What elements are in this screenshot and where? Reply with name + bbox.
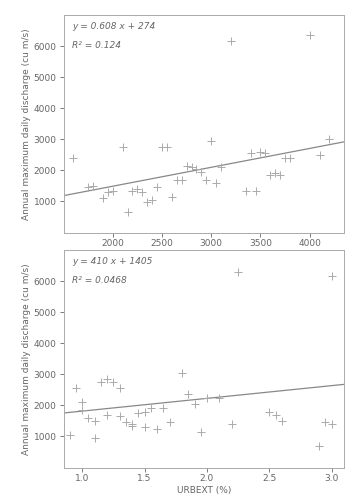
Point (98, 378, 104, 386)
Point (129, 422, 135, 430)
Point (90, 182, 96, 190)
Point (194, 165, 199, 173)
Point (117, 412, 122, 420)
Point (203, 176, 209, 184)
Point (79, 398, 85, 406)
Point (218, 163, 224, 171)
Point (204, 394, 210, 402)
Point (235, 268, 241, 276)
Point (287, 154, 293, 162)
Point (316, 442, 322, 450)
Point (248, 150, 253, 158)
Text: y = 410 x + 1405: y = 410 x + 1405 (72, 256, 152, 266)
Point (148, 404, 154, 412)
Point (125, 208, 130, 216)
Point (110, 186, 115, 194)
Point (129, 420, 135, 428)
Point (110, 378, 116, 386)
Point (217, 394, 222, 402)
Point (136, 409, 141, 417)
Point (117, 384, 122, 392)
Point (167, 418, 172, 426)
Point (105, 188, 111, 196)
Point (327, 136, 332, 143)
Point (120, 143, 125, 151)
Point (329, 420, 335, 428)
Point (208, 137, 214, 145)
Point (329, 272, 335, 280)
Point (198, 428, 204, 436)
Point (92, 417, 97, 425)
Y-axis label: Annual maximum daily discharge (cu m/s): Annual maximum daily discharge (cu m/s) (22, 263, 31, 454)
Point (273, 170, 278, 177)
Point (179, 368, 185, 376)
Point (142, 423, 148, 431)
Point (142, 408, 148, 416)
Text: R² = 0.0468: R² = 0.0468 (72, 276, 127, 285)
Point (228, 38, 234, 46)
Point (154, 184, 160, 192)
Point (159, 143, 165, 151)
Point (67, 431, 73, 439)
Point (174, 176, 180, 184)
Point (154, 424, 160, 432)
Point (253, 186, 258, 194)
Point (71, 154, 76, 162)
Point (86, 414, 91, 422)
Point (161, 404, 166, 412)
Point (273, 410, 279, 418)
Point (104, 410, 110, 418)
Point (189, 163, 195, 171)
Point (139, 188, 145, 196)
Point (279, 417, 285, 425)
Point (164, 143, 170, 151)
Point (79, 406, 85, 414)
Point (317, 151, 322, 159)
Point (85, 184, 91, 192)
Point (268, 171, 273, 179)
X-axis label: Annual precipitation (mm): Annual precipitation (mm) (144, 251, 263, 260)
Point (130, 186, 135, 194)
Point (184, 162, 190, 170)
Point (73, 384, 79, 392)
Text: y = 0.608 x + 274: y = 0.608 x + 274 (72, 22, 155, 30)
Point (243, 186, 249, 194)
Point (213, 179, 219, 187)
Point (144, 198, 150, 206)
Point (104, 375, 110, 383)
Point (149, 196, 155, 204)
Point (179, 176, 185, 184)
Y-axis label: Annual maximum daily discharge (cu m/s): Annual maximum daily discharge (cu m/s) (22, 28, 31, 220)
X-axis label: URBEXT (%): URBEXT (%) (176, 486, 231, 495)
Point (123, 418, 129, 426)
Point (282, 154, 288, 162)
Point (323, 418, 328, 426)
Point (100, 194, 106, 202)
Point (263, 150, 268, 158)
Point (267, 408, 272, 416)
Text: R² = 0.124: R² = 0.124 (72, 41, 121, 50)
Point (199, 168, 204, 176)
Point (92, 434, 97, 442)
Point (192, 400, 197, 408)
Point (277, 171, 283, 179)
Point (229, 420, 235, 428)
Point (134, 185, 140, 193)
Point (258, 148, 263, 156)
Point (185, 390, 191, 398)
Point (169, 193, 175, 201)
Point (307, 31, 312, 39)
